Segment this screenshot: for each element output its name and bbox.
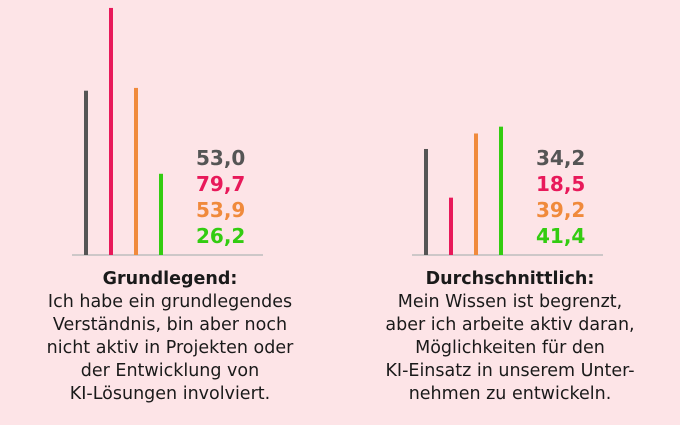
value-label: 41,4 bbox=[536, 224, 585, 248]
caption-durchschnittlich: Durchschnittlich: Mein Wissen ist begren… bbox=[340, 268, 680, 406]
caption-line: Ich habe ein grundlegendes bbox=[47, 292, 293, 312]
bar bbox=[474, 133, 478, 255]
value-label: 53,0 bbox=[196, 146, 245, 170]
value-label: 39,2 bbox=[536, 198, 585, 222]
bar-chart-durchschnittlich: 34,218,539,241,4 bbox=[412, 126, 603, 256]
caption-title: Grundlegend: bbox=[102, 269, 238, 289]
caption-line: KI-Einsatz in unserem Unter- bbox=[385, 361, 635, 381]
caption-line: KI-Lösungen involviert. bbox=[69, 384, 271, 404]
caption-title: Durchschnittlich: bbox=[425, 269, 595, 289]
caption-line: Möglichkeiten für den bbox=[415, 338, 605, 358]
bar bbox=[159, 173, 163, 255]
value-label: 79,7 bbox=[196, 172, 245, 196]
bar bbox=[134, 87, 138, 255]
bar bbox=[109, 7, 113, 256]
bar-chart-grundlegend: 53,079,753,926,2 bbox=[72, 7, 263, 256]
caption-line: nicht aktiv in Projekten oder bbox=[46, 338, 294, 358]
value-label: 34,2 bbox=[536, 146, 585, 170]
caption-grundlegend: Grundlegend: Ich habe ein grundlegendes … bbox=[0, 268, 340, 406]
value-label: 26,2 bbox=[196, 224, 245, 248]
caption-line: Verständnis, bin aber noch bbox=[52, 315, 288, 335]
caption-line: der Entwicklung von bbox=[80, 361, 260, 381]
bar bbox=[449, 197, 453, 255]
caption-line: nehmen zu entwickeln. bbox=[408, 384, 612, 404]
bar bbox=[424, 148, 428, 255]
bar bbox=[499, 126, 503, 255]
value-label: 53,9 bbox=[196, 198, 245, 222]
caption-line: aber ich arbeite aktiv daran, bbox=[385, 315, 635, 335]
bar bbox=[84, 90, 88, 255]
caption-line: Mein Wissen ist begrenzt, bbox=[397, 292, 623, 312]
value-label: 18,5 bbox=[536, 172, 585, 196]
chart-panel-grundlegend: 53,0 79,7 53,9 26,2 Grundlegend: Ich habe e… bbox=[0, 7, 340, 406]
chart-panel-durchschnittlich: 34,2 18,5 39,2 41,4 Durchschnittlich: Mein … bbox=[340, 0, 680, 425]
